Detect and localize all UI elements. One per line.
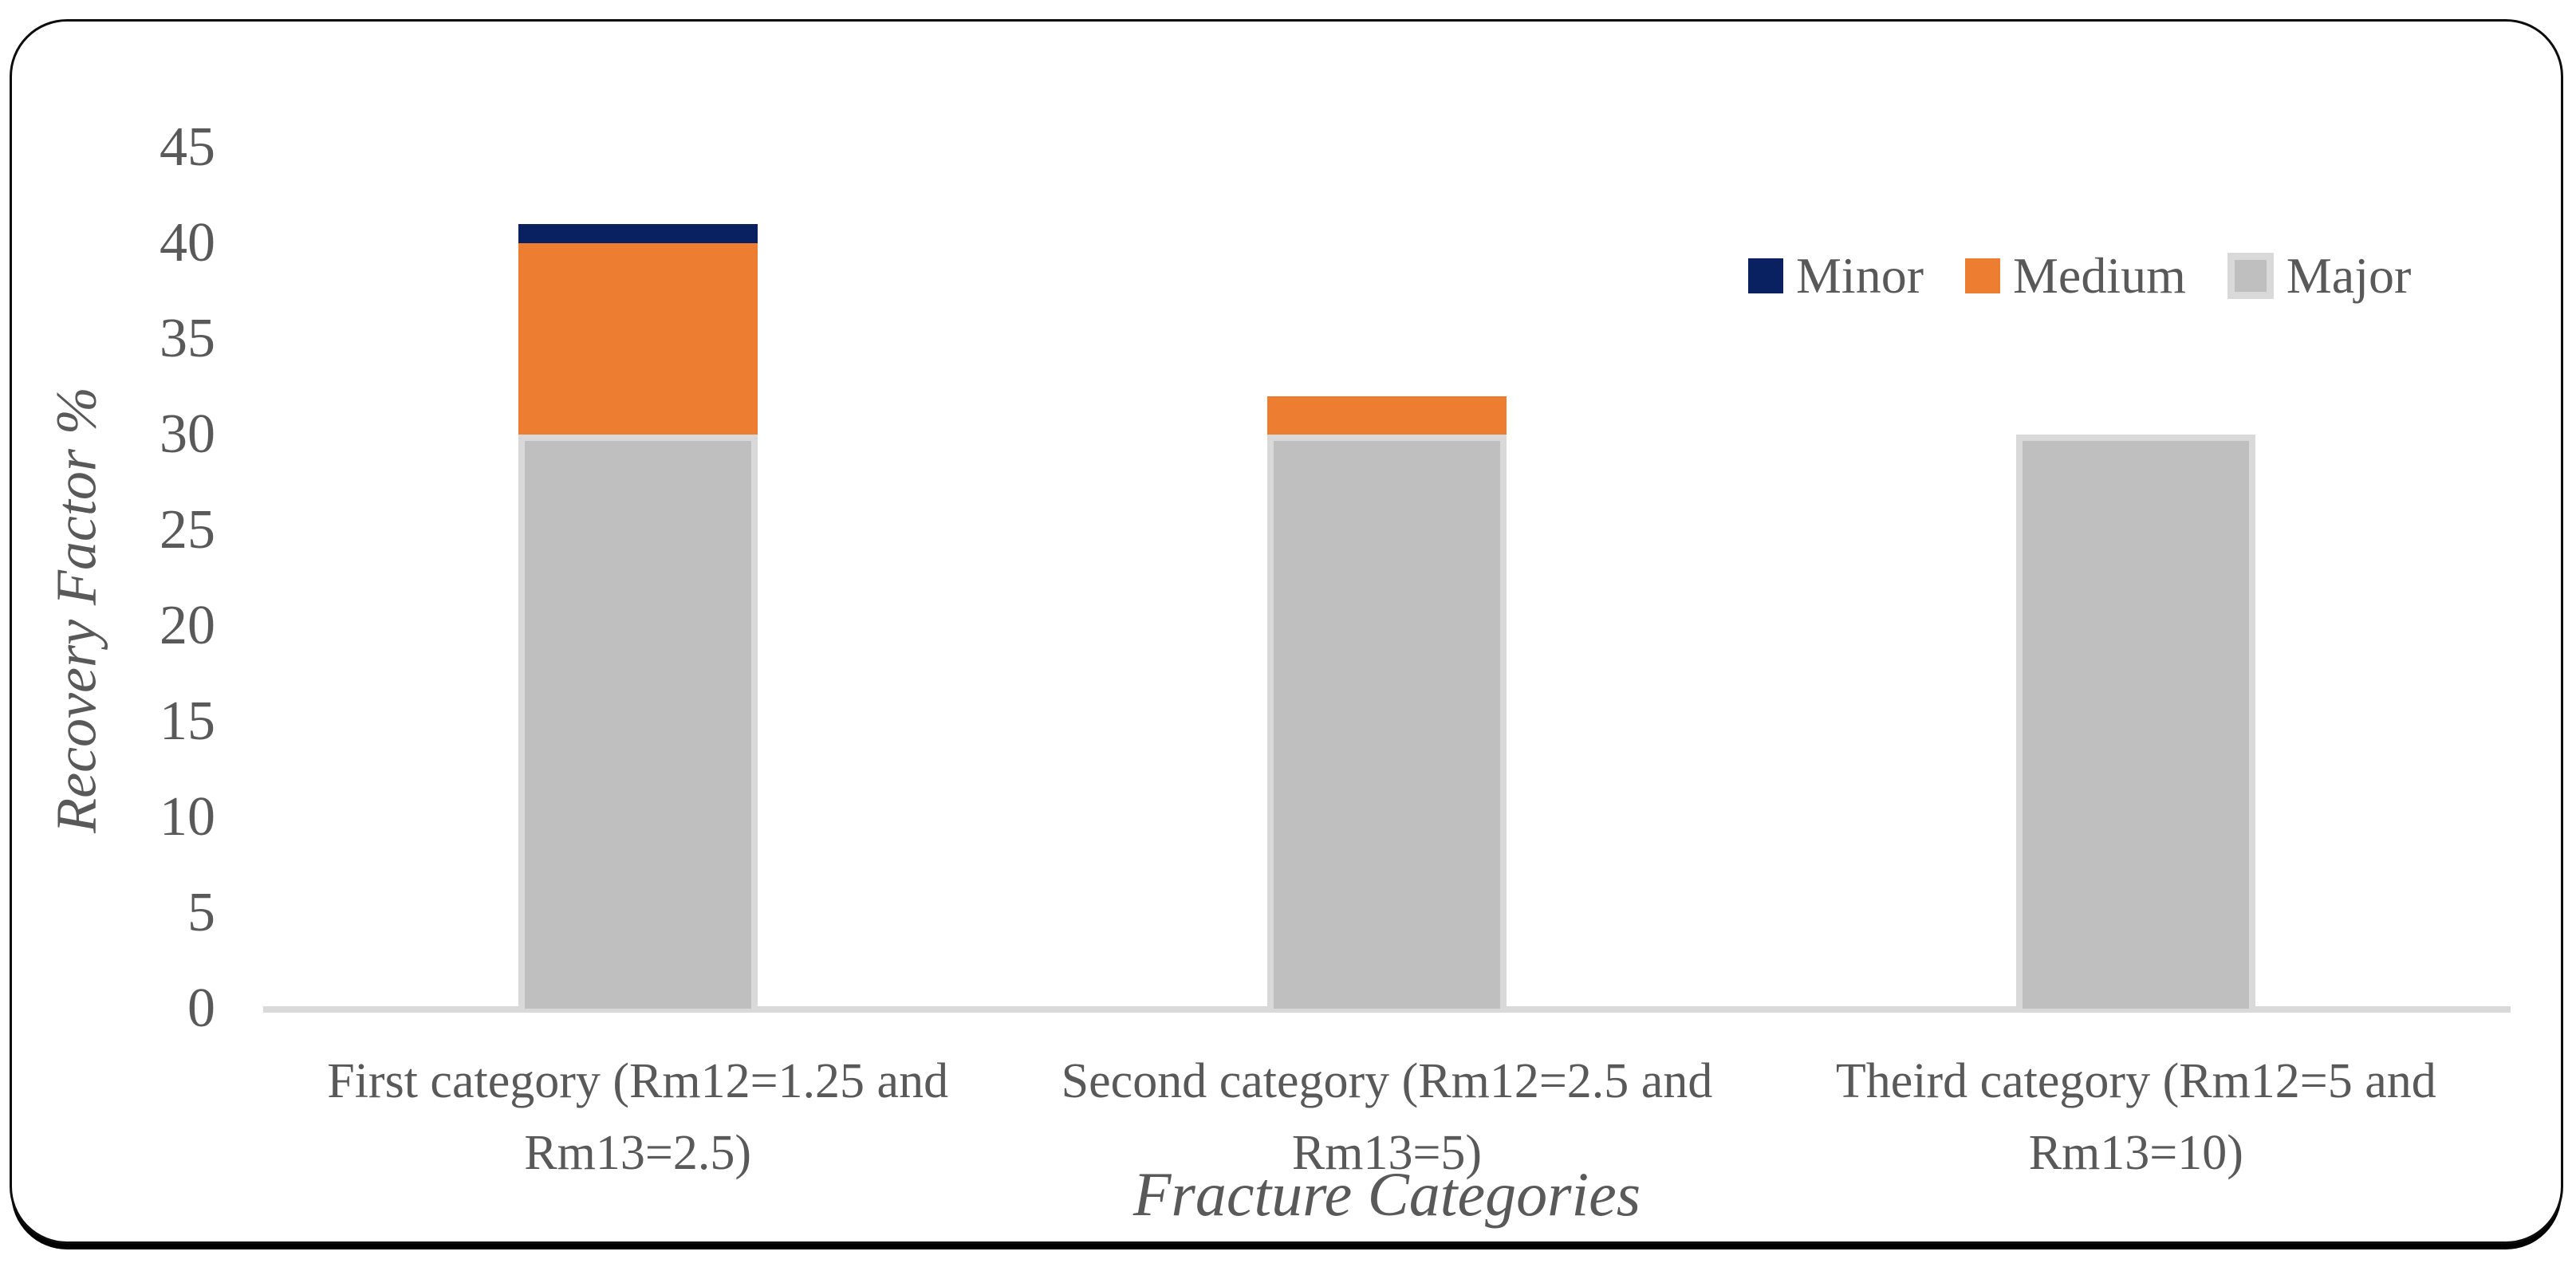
y-tick-label: 20 xyxy=(160,595,215,656)
y-tick-label: 30 xyxy=(160,403,215,465)
legend-label: Major xyxy=(2286,247,2412,304)
y-tick-label: 0 xyxy=(187,978,215,1039)
bar-segment-major xyxy=(1267,435,1507,1009)
x-axis-title: Fracture Categories xyxy=(1132,1159,1641,1229)
category-label: Second category (Rm12=2.5 and Rm13=5) xyxy=(1061,1054,1713,1180)
legend: Minor Medium Major xyxy=(1748,244,2411,308)
y-tick-label: 5 xyxy=(187,882,215,943)
y-tick-label: 40 xyxy=(160,212,215,273)
y-tick-label: 15 xyxy=(160,691,215,752)
x-axis-line xyxy=(263,1006,2511,1013)
legend-swatch-minor-icon xyxy=(1748,258,1783,293)
bar-segment-minor xyxy=(518,224,758,243)
legend-swatch-major-icon xyxy=(2227,253,2274,299)
y-tick-label: 10 xyxy=(160,786,215,848)
legend-item-major: Major xyxy=(2227,246,2411,305)
legend-swatch-medium-icon xyxy=(1965,258,2000,293)
legend-label: Minor xyxy=(1796,247,1924,304)
category-label: Theird category (Rm12=5 and Rm13=10) xyxy=(1835,1054,2436,1180)
bar-segment-medium xyxy=(1267,396,1507,435)
legend-label: Medium xyxy=(2013,247,2186,304)
bar-segment-major xyxy=(2016,435,2256,1009)
bar-segment-major xyxy=(518,435,758,1009)
bar-segment-medium xyxy=(518,243,758,435)
category-label: First category (Rm12=1.25 and Rm13=2.5) xyxy=(327,1054,949,1180)
y-tick-label: 45 xyxy=(160,116,215,178)
legend-item-minor: Minor xyxy=(1748,246,1924,305)
legend-item-medium: Medium xyxy=(1965,246,2186,305)
y-tick-label: 35 xyxy=(160,308,215,369)
y-tick-label: 25 xyxy=(160,499,215,561)
